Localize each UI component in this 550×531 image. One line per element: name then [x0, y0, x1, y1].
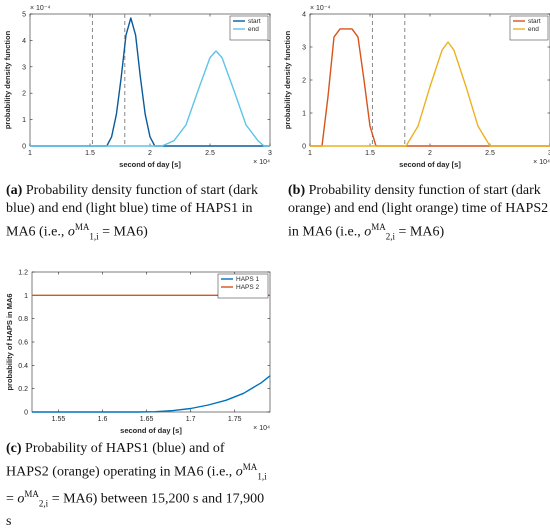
chart-a-ytick-label: 3 — [22, 64, 26, 71]
caption-a: (a) Probability density function of star… — [6, 182, 268, 245]
chart-c-ytick-label: 0.8 — [18, 316, 28, 323]
caption-b-eq: = MA6) — [395, 224, 445, 240]
chart-b-xtick-label: 2 — [428, 150, 432, 157]
chart-c-ytick-label: 0.2 — [18, 386, 28, 393]
caption-b-text: Probability density function of start (d… — [288, 183, 549, 240]
caption-c-text: Probability of HAPS1 (blue) and of HAPS2… — [6, 441, 236, 480]
chart-c: 1.55 1.6 1.65 1.7 1.75 0 0.2 0.4 0.6 0.8 1 1.2 × 10⁴… — [5, 270, 271, 435]
chart-c-ytick-label: 0.4 — [18, 363, 28, 370]
caption-a-text: Probability density function of start (d… — [6, 183, 258, 240]
chart-b-y-exponent: × 10⁻⁴ — [310, 5, 331, 12]
caption-a-label: (a) — [6, 183, 23, 198]
caption-c-sup2: MA — [24, 489, 39, 500]
chart-b-xtick-label: 3 — [548, 150, 550, 157]
chart-a-ytick-label: 5 — [22, 12, 26, 19]
chart-c-ylabel: probability of HAPS in MA6 — [5, 293, 14, 390]
caption-c: (c) Probability of HAPS1 (blue) and of H… — [6, 440, 268, 531]
chart-c-xlabel: second of day [s] — [120, 426, 182, 435]
chart-b-legend-label: start — [528, 18, 541, 25]
chart-a-xtick-label: 3 — [268, 150, 272, 157]
chart-a-ytick-label: 4 — [22, 38, 26, 45]
chart-b-xtick-label: 1.5 — [365, 150, 375, 157]
chart-b-x-exponent: × 10⁴ — [533, 159, 550, 166]
chart-a-xtick-label: 2.5 — [205, 150, 215, 157]
chart-a-xtick-label: 1 — [28, 150, 32, 157]
chart-a-xtick-label: 2 — [148, 150, 152, 157]
chart-b-series-line-0 — [310, 28, 550, 147]
chart-b-ylabel: probability density function — [283, 30, 292, 129]
caption-c-eq: = MA6) between 15,200 s and 17,900 s — [6, 492, 265, 529]
chart-a-ytick-label: 2 — [22, 91, 26, 98]
caption-b-sub: 2,i — [385, 231, 395, 242]
chart-b-xtick-label: 2.5 — [485, 150, 495, 157]
caption-b-math: o — [364, 224, 372, 240]
caption-b-sup: MA — [371, 222, 386, 232]
chart-b-xtick-label: 1 — [308, 150, 312, 157]
chart-c-ytick-label: 1.2 — [18, 270, 28, 277]
chart-b-series-line-1 — [310, 41, 550, 147]
caption-b-label: (b) — [288, 183, 306, 198]
chart-c-xtick-label: 1.55 — [52, 416, 66, 423]
caption-a-math: o — [67, 224, 75, 240]
chart-a-legend-label: start — [248, 18, 261, 25]
chart-a-legend-label: end — [248, 26, 259, 33]
chart-c-ytick-label: 1 — [24, 293, 28, 300]
chart-a-ytick-label: 0 — [22, 144, 26, 151]
chart-a-xlabel: second of day [s] — [119, 160, 181, 169]
chart-a-y-exponent: × 10⁻⁴ — [30, 5, 51, 12]
chart-a-x-exponent: × 10⁴ — [253, 159, 270, 166]
chart-b-ytick-label: 0 — [302, 144, 306, 151]
caption-c-sub2: 2,i — [38, 498, 49, 509]
caption-a-sup: MA — [74, 222, 90, 232]
caption-c-math2: o — [17, 492, 25, 508]
chart-b-legend — [509, 15, 549, 41]
caption-c-sup1: MA — [242, 462, 258, 472]
chart-c-legend-label: HAPS 1 — [236, 276, 260, 283]
caption-c-math1: o — [235, 464, 243, 480]
chart-a-series-line-0 — [30, 17, 270, 147]
chart-b-ytick-label: 4 — [302, 12, 306, 19]
chart-a-ylabel: probability density function — [3, 30, 12, 129]
chart-a-legend — [229, 15, 269, 41]
chart-a-xtick-label: 1.5 — [85, 150, 95, 157]
chart-a-ytick-label: 1 — [22, 117, 26, 124]
chart-c-ytick-label: 0.6 — [18, 340, 28, 347]
chart-c-xtick-label: 1.65 — [140, 416, 154, 423]
caption-c-label: (c) — [6, 441, 22, 456]
caption-c-mid: = — [6, 492, 18, 508]
chart-b-legend-label: end — [528, 26, 539, 33]
chart-c-legend-label: HAPS 2 — [236, 284, 260, 291]
chart-c-ytick-label: 0 — [24, 410, 28, 417]
caption-b: (b) Probability density function of star… — [288, 182, 550, 245]
chart-b-ytick-label: 2 — [302, 78, 306, 85]
chart-c-legend — [217, 273, 269, 299]
chart-b-xlabel: second of day [s] — [399, 160, 461, 169]
chart-c-xtick-label: 1.7 — [186, 416, 196, 423]
caption-a-eq: = MA6) — [98, 224, 148, 240]
caption-a-sub: 1,i — [89, 231, 99, 242]
chart-c-xtick-label: 1.6 — [98, 416, 108, 423]
chart-a-series-line-1 — [30, 50, 270, 147]
chart-c-xtick-label: 1.75 — [228, 416, 242, 423]
chart-c-series-line-0 — [32, 375, 271, 413]
chart-b-ytick-label: 1 — [302, 111, 306, 118]
caption-c-sub1: 1,i — [257, 471, 267, 482]
chart-c-x-exponent: × 10⁴ — [253, 425, 270, 432]
chart-b-ytick-label: 3 — [302, 45, 306, 52]
